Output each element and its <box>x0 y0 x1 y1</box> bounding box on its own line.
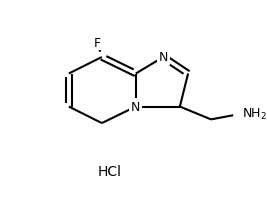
Text: NH$_2$: NH$_2$ <box>242 107 267 122</box>
Text: N: N <box>159 51 168 64</box>
Text: HCl: HCl <box>98 164 122 178</box>
Text: F: F <box>94 37 101 50</box>
Text: N: N <box>131 101 140 113</box>
